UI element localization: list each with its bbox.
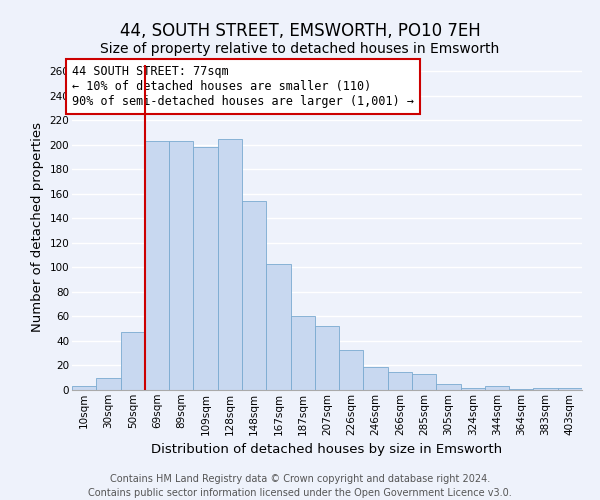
Bar [558, 388, 582, 390]
Bar [242, 201, 266, 390]
Bar [339, 350, 364, 390]
Bar [121, 332, 145, 390]
Bar [72, 386, 96, 390]
Bar [193, 147, 218, 390]
Text: Size of property relative to detached houses in Emsworth: Size of property relative to detached ho… [100, 42, 500, 56]
Y-axis label: Number of detached properties: Number of detached properties [31, 122, 44, 332]
Bar [218, 138, 242, 390]
Bar [290, 316, 315, 390]
Bar [169, 141, 193, 390]
Bar [509, 389, 533, 390]
Bar [436, 384, 461, 390]
Bar [461, 388, 485, 390]
Bar [315, 326, 339, 390]
Bar [96, 378, 121, 390]
Text: 44 SOUTH STREET: 77sqm
← 10% of detached houses are smaller (110)
90% of semi-de: 44 SOUTH STREET: 77sqm ← 10% of detached… [72, 65, 414, 108]
Text: Contains HM Land Registry data © Crown copyright and database right 2024.
Contai: Contains HM Land Registry data © Crown c… [88, 474, 512, 498]
Bar [533, 388, 558, 390]
Text: 44, SOUTH STREET, EMSWORTH, PO10 7EH: 44, SOUTH STREET, EMSWORTH, PO10 7EH [119, 22, 481, 40]
Bar [388, 372, 412, 390]
Bar [145, 141, 169, 390]
Bar [364, 366, 388, 390]
Bar [266, 264, 290, 390]
X-axis label: Distribution of detached houses by size in Emsworth: Distribution of detached houses by size … [151, 443, 503, 456]
Bar [412, 374, 436, 390]
Bar [485, 386, 509, 390]
